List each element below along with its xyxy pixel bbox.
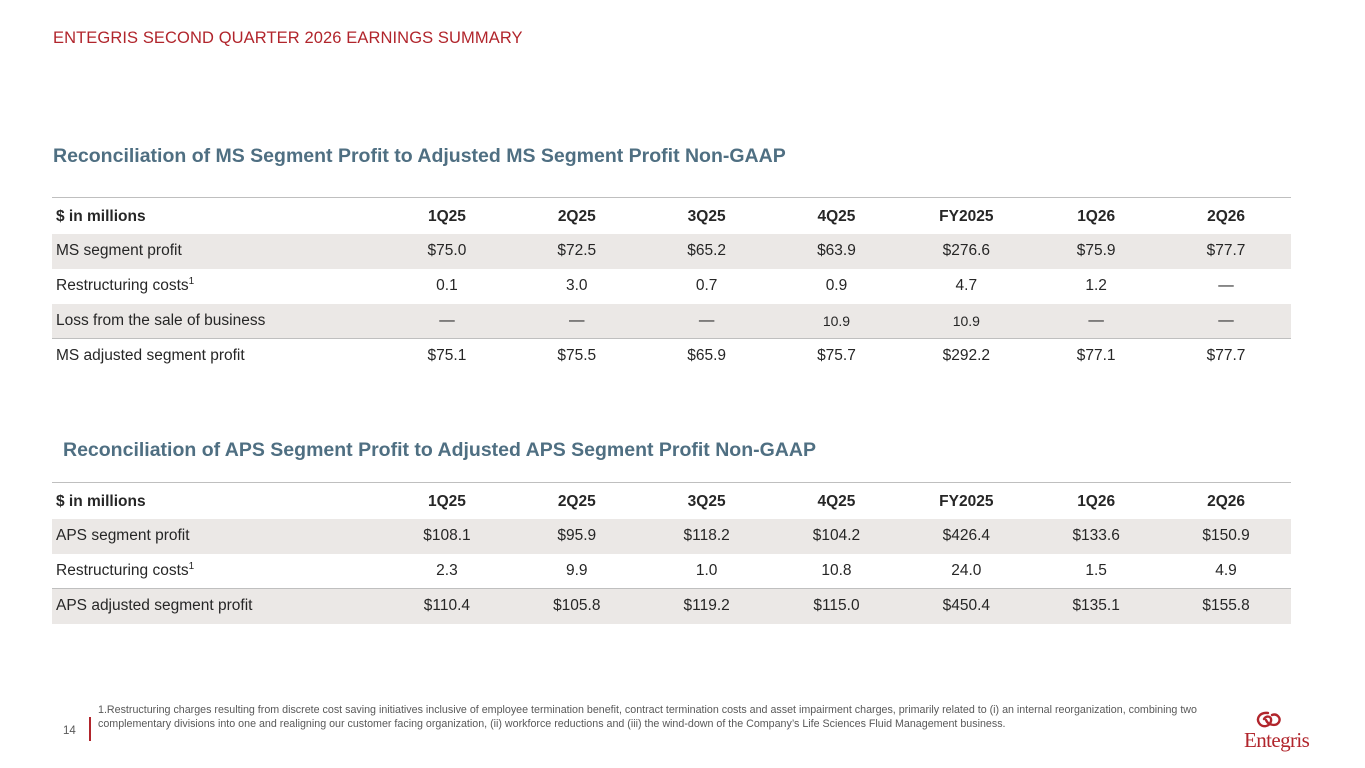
- row-label: Restructuring costs: [56, 561, 189, 579]
- column-header: 2Q26: [1207, 492, 1245, 510]
- row-label: APS adjusted segment profit: [52, 588, 383, 624]
- page-number-divider: [89, 717, 91, 741]
- table-cell: $63.9: [771, 233, 902, 269]
- table-header-row: $ in millions 1Q25 2Q25 3Q25 4Q25 FY2025…: [52, 482, 1291, 519]
- table-cell: $133.6: [1031, 518, 1162, 554]
- column-header: 4Q25: [817, 207, 856, 225]
- table-cell: 10.8: [821, 561, 852, 579]
- table-cell: $118.2: [641, 518, 772, 554]
- table-cell: —: [382, 303, 512, 339]
- table-header-row: $ in millions 1Q25 2Q25 3Q25 4Q25 FY2025…: [52, 197, 1291, 234]
- table-cell: 0.7: [695, 277, 718, 294]
- table-cell: $95.9: [511, 518, 642, 554]
- entegris-swirl-icon: [1256, 711, 1281, 728]
- column-header-label: $ in millions: [56, 207, 146, 225]
- table-cell: 1.5: [1085, 561, 1107, 579]
- column-header: 1Q25: [427, 207, 466, 225]
- table-cell: $150.9: [1161, 518, 1291, 554]
- row-label: MS segment profit: [52, 233, 383, 269]
- table-row: MS segment profit $75.0 $72.5 $65.2 $63.…: [52, 233, 1291, 269]
- aps-section-title: Reconciliation of APS Segment Profit to …: [63, 439, 816, 461]
- row-label-cell: Restructuring costs1: [52, 269, 382, 304]
- table-cell: $450.4: [901, 588, 1032, 624]
- table-cell: $77.1: [1031, 338, 1162, 374]
- column-header: 1Q26: [1077, 492, 1116, 510]
- table-cell: $77.7: [1161, 338, 1291, 374]
- table-row: Restructuring costs1 0.1 3.0 0.7 0.9 4.7…: [52, 269, 1291, 304]
- table-cell: $115.0: [771, 588, 902, 624]
- column-header: 2Q26: [1207, 207, 1245, 225]
- table-cell: 9.9: [566, 561, 588, 579]
- table-cell: 3.0: [566, 277, 588, 294]
- table-cell: —: [1218, 277, 1234, 294]
- column-header-label: $ in millions: [56, 492, 146, 510]
- row-label: APS segment profit: [52, 518, 383, 554]
- table-row: Restructuring costs1 2.3 9.9 1.0 10.8 24…: [52, 554, 1291, 589]
- table-cell: $135.1: [1031, 588, 1162, 624]
- table-row-total: MS adjusted segment profit $75.1 $75.5 $…: [52, 338, 1291, 374]
- table-cell: $75.0: [382, 233, 512, 269]
- footnote-marker: 1: [188, 560, 195, 572]
- table-cell: $119.2: [641, 588, 772, 624]
- table-cell: —: [511, 303, 642, 339]
- row-label: MS adjusted segment profit: [52, 338, 383, 374]
- column-header: 1Q26: [1077, 207, 1116, 225]
- page-number: 14: [63, 725, 76, 737]
- entegris-logo: Entegris: [1244, 710, 1316, 754]
- entegris-wordmark: Entegris: [1244, 728, 1310, 752]
- ms-reconciliation-table: $ in millions 1Q25 2Q25 3Q25 4Q25 FY2025…: [52, 197, 1291, 374]
- column-header: FY2025: [939, 492, 994, 510]
- row-label: Loss from the sale of business: [52, 303, 383, 339]
- table-cell: $75.7: [771, 338, 902, 374]
- table-cell: 10.9: [901, 303, 1032, 339]
- table-cell: 4.7: [955, 277, 978, 294]
- table-cell: 4.9: [1215, 561, 1237, 579]
- table-cell: 1.2: [1085, 277, 1107, 294]
- table-cell: $155.8: [1161, 588, 1291, 624]
- slide-header: ENTEGRIS SECOND QUARTER 2026 EARNINGS SU…: [53, 29, 523, 47]
- table-cell: $75.5: [511, 338, 642, 374]
- ms-section-title: Reconciliation of MS Segment Profit to A…: [53, 145, 786, 167]
- column-header: 1Q25: [427, 492, 466, 510]
- column-header: 2Q25: [557, 207, 596, 225]
- table-row: APS segment profit $108.1 $95.9 $118.2 $…: [52, 518, 1291, 554]
- column-header: 3Q25: [687, 492, 726, 510]
- row-label-cell: Restructuring costs1: [52, 554, 382, 589]
- table-cell: $292.2: [901, 338, 1032, 374]
- table-cell: $104.2: [771, 518, 902, 554]
- table-cell: 0.9: [825, 277, 848, 294]
- table-cell: $65.2: [641, 233, 772, 269]
- table-cell: 10.9: [771, 303, 902, 339]
- table-cell: $276.6: [901, 233, 1032, 269]
- column-header: 3Q25: [687, 207, 726, 225]
- column-header: FY2025: [939, 207, 994, 225]
- footnote-marker: 1: [188, 276, 195, 287]
- table-cell: $75.9: [1031, 233, 1162, 269]
- table-cell: —: [1161, 303, 1291, 339]
- table-cell: 1.0: [695, 561, 718, 579]
- column-header: 2Q25: [557, 492, 596, 510]
- aps-reconciliation-table: $ in millions 1Q25 2Q25 3Q25 4Q25 FY2025…: [52, 482, 1291, 624]
- table-cell: $105.8: [511, 588, 642, 624]
- footnote-text: 1.Restructuring charges resulting from d…: [98, 704, 1197, 730]
- table-cell: 24.0: [951, 561, 982, 579]
- table-cell: 0.1: [436, 277, 458, 294]
- table-cell: $110.4: [382, 588, 512, 624]
- table-cell: $426.4: [901, 518, 1032, 554]
- table-cell: $65.9: [641, 338, 772, 374]
- table-cell: $77.7: [1161, 233, 1291, 269]
- row-label: Restructuring costs: [56, 277, 189, 294]
- table-cell: $108.1: [382, 518, 512, 554]
- column-header: 4Q25: [817, 492, 856, 510]
- table-row: Loss from the sale of business — — — 10.…: [52, 303, 1291, 339]
- table-cell: —: [641, 303, 772, 339]
- table-cell: $72.5: [511, 233, 642, 269]
- table-cell: —: [1031, 303, 1162, 339]
- table-cell: 2.3: [436, 561, 458, 579]
- table-cell: $75.1: [382, 338, 512, 374]
- table-row-total: APS adjusted segment profit $110.4 $105.…: [52, 588, 1291, 624]
